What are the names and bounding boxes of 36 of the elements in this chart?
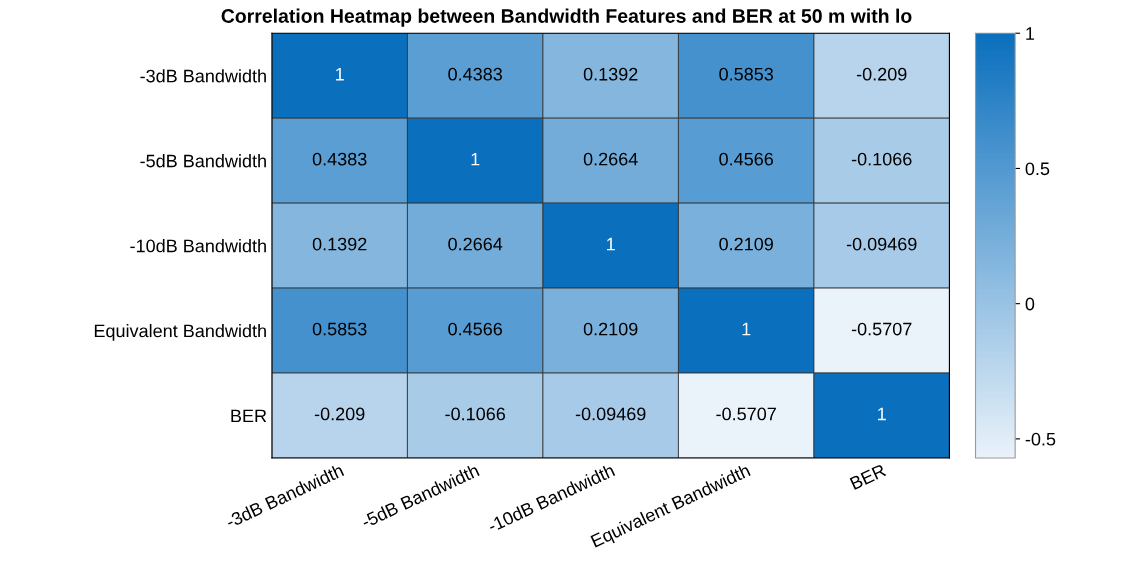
- data-label: 0.4566: [719, 152, 774, 166]
- y-tick-label: -3dB Bandwidth: [140, 69, 266, 83]
- color-bar-label: -0.5: [1025, 432, 1056, 446]
- data-label: -0.209: [856, 67, 907, 81]
- data-label: 1: [607, 237, 615, 251]
- y-tick-label: -10dB Bandwidth: [130, 239, 266, 253]
- data-label: -0.209: [314, 407, 365, 421]
- data-label: 0.1392: [312, 237, 367, 251]
- data-label: 0.5853: [719, 67, 774, 81]
- data-label: 0.2664: [583, 152, 638, 166]
- data-label: -0.09469: [846, 237, 917, 251]
- data-label: -0.5707: [716, 407, 776, 421]
- data-label: 1: [336, 67, 344, 81]
- data-label: 0.5853: [312, 322, 367, 336]
- data-label: 0.2109: [583, 322, 638, 336]
- data-label: -0.1066: [851, 152, 912, 166]
- data-label: 0.1392: [583, 67, 638, 81]
- data-label: -0.09469: [575, 407, 646, 421]
- data-label: 0.4383: [448, 67, 502, 81]
- data-label: 0.4566: [448, 322, 502, 336]
- color-bar-label: 0.5: [1025, 162, 1050, 176]
- data-label: 0.2664: [448, 237, 503, 251]
- data-label: 1: [742, 322, 751, 336]
- data-label: 0.2109: [719, 237, 773, 251]
- data-label: 1: [878, 407, 886, 421]
- x-tick-label: BER: [849, 463, 887, 490]
- data-label: 1: [471, 152, 480, 166]
- data-label: -0.5707: [851, 322, 912, 336]
- y-tick-label: -5dB Bandwidth: [140, 154, 266, 168]
- color-bar-label: 1: [1026, 27, 1035, 40]
- y-tick-label: Equivalent Bandwidth: [94, 324, 266, 341]
- data-label: 0.4383: [312, 152, 367, 166]
- chart-title: Correlation Heatmap between Bandwidth Features and BER at 50 m with lo: [221, 8, 912, 27]
- y-tick-label: BER: [231, 409, 267, 423]
- data-label: -0.1066: [445, 407, 506, 421]
- color-bar-label: 0: [1025, 297, 1035, 311]
